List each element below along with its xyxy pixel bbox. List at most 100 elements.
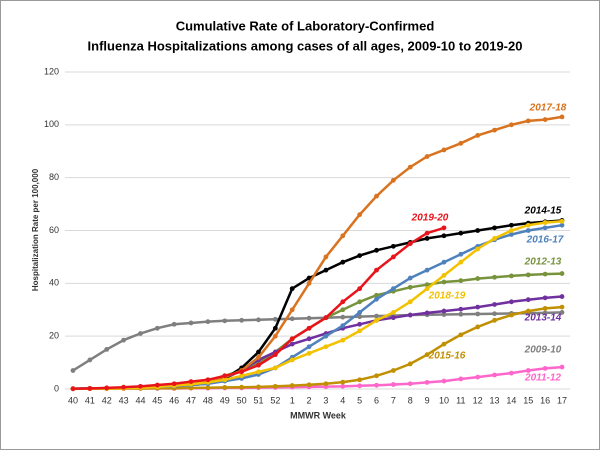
x-tick-label: 41 (85, 395, 95, 405)
x-tick-label: 6 (374, 395, 379, 405)
data-point (475, 304, 481, 310)
chart-title: Influenza Hospitalizations among cases o… (88, 38, 523, 53)
data-point (525, 368, 531, 373)
data-point (458, 251, 464, 257)
data-point (323, 254, 329, 260)
data-point (121, 384, 126, 390)
y-tick-label: 60 (49, 225, 59, 235)
data-point (357, 321, 363, 327)
data-point (357, 383, 363, 389)
data-point (407, 275, 413, 281)
data-point (441, 233, 447, 239)
data-point (188, 379, 194, 385)
data-point (441, 279, 447, 285)
data-point (154, 382, 160, 388)
x-tick-label: 9 (425, 395, 430, 405)
data-point (256, 369, 261, 375)
x-tick-label: 7 (391, 395, 396, 405)
chart-title: Cumulative Rate of Laboratory-Confirmed (176, 18, 435, 33)
data-point (357, 309, 363, 315)
x-axis-label: MMWR Week (290, 410, 347, 420)
x-tick-label: 12 (473, 395, 483, 405)
data-point (475, 133, 481, 138)
data-point (424, 236, 430, 241)
x-tick-label: 43 (119, 395, 129, 405)
data-point (154, 325, 160, 331)
data-point (525, 222, 531, 228)
data-point (407, 164, 413, 170)
x-tick-label: 8 (408, 395, 413, 405)
data-point (559, 218, 565, 224)
y-tick-label: 100 (44, 119, 59, 129)
data-point (525, 118, 531, 124)
data-point (509, 122, 514, 128)
data-point (441, 341, 447, 347)
data-point (424, 154, 430, 159)
data-point (492, 311, 497, 317)
data-point (188, 320, 194, 326)
x-tick-label: 10 (439, 395, 449, 405)
data-point (424, 267, 430, 273)
x-tick-label: 51 (253, 395, 263, 405)
x-tick-label: 11 (456, 395, 465, 405)
data-point (492, 225, 497, 231)
data-point (272, 316, 278, 322)
data-point (138, 383, 143, 389)
data-point (272, 352, 278, 358)
series-label: 2009-10 (524, 345, 562, 356)
data-point (289, 383, 295, 388)
data-point (441, 259, 447, 265)
data-point (509, 222, 514, 228)
data-point (289, 307, 295, 313)
data-point (171, 381, 177, 387)
data-point (374, 193, 379, 199)
y-tick-label: 40 (49, 278, 59, 288)
data-point (87, 386, 93, 391)
data-point (475, 246, 481, 252)
data-point (441, 147, 447, 153)
x-tick-label: 3 (323, 395, 328, 405)
data-point (458, 311, 464, 317)
data-point (492, 127, 497, 133)
data-point (306, 315, 312, 321)
data-point (492, 317, 497, 323)
data-point (256, 317, 261, 323)
data-point (374, 313, 379, 319)
x-tick-label: 15 (523, 395, 533, 405)
data-point (542, 271, 548, 277)
series-line (73, 220, 563, 390)
y-tick-label: 20 (49, 331, 59, 341)
data-point (70, 368, 76, 373)
series-label: 2018-19 (428, 291, 466, 302)
data-point (340, 299, 346, 305)
x-tick-label: 50 (237, 395, 247, 405)
data-point (104, 346, 110, 352)
data-point (306, 382, 312, 388)
data-point (390, 254, 396, 260)
data-point (542, 117, 548, 122)
data-point (374, 292, 379, 298)
data-point (374, 317, 379, 323)
data-point (475, 374, 481, 380)
data-point (458, 278, 464, 284)
data-point (104, 385, 110, 391)
data-point (239, 369, 245, 375)
data-point (509, 228, 514, 233)
series-label: 2012-13 (524, 257, 562, 268)
data-point (509, 312, 514, 318)
data-point (559, 271, 565, 276)
data-point (272, 383, 278, 389)
data-point (390, 177, 396, 183)
data-point (306, 280, 312, 286)
data-point (340, 259, 346, 265)
data-point (306, 336, 312, 342)
data-point (256, 384, 261, 390)
series-label: 2017-18 (529, 103, 567, 114)
x-tick-label: 44 (135, 395, 145, 405)
y-tick-label: 0 (54, 383, 59, 393)
data-point (542, 310, 548, 316)
data-point (509, 273, 514, 279)
data-point (171, 321, 177, 327)
data-point (340, 233, 346, 239)
data-point (87, 357, 93, 363)
